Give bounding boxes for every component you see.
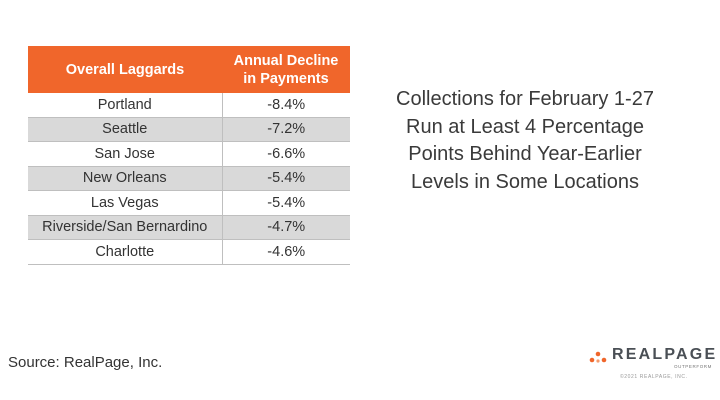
table-row: Portland -8.4%: [28, 93, 350, 118]
city-cell: New Orleans: [28, 166, 223, 191]
header-cell: Annual Decline in Payments: [222, 46, 350, 93]
city-cell: Riverside/San Bernardino: [28, 215, 223, 240]
logo-mark: [589, 351, 607, 363]
city-cell: Seattle: [28, 117, 223, 142]
caption-line: Points Behind Year-Earlier: [408, 143, 642, 165]
header-cell: Overall Laggards: [28, 46, 222, 93]
source-note: Source: RealPage, Inc.: [8, 354, 163, 371]
city-cell: Las Vegas: [28, 190, 223, 216]
table-row: Seattle -7.2%: [28, 117, 350, 142]
decline-cell: -7.2%: [222, 117, 350, 142]
table-row: Riverside/San Bernardino -4.7%: [28, 215, 350, 240]
header-row: Overall Laggards Annual Decline in Payme…: [28, 46, 350, 93]
decline-cell: -5.4%: [222, 190, 350, 216]
laggards-table: Overall Laggards Annual Decline in Payme…: [28, 46, 350, 265]
header-line: in Payments: [243, 70, 329, 87]
logo-copyright: ©2021 REALPAGE, INC.: [620, 374, 688, 380]
caption-line: Levels in Some Locations: [411, 170, 639, 193]
table-row: Las Vegas -5.4%: [28, 190, 350, 216]
decline-cell: -4.7%: [222, 215, 350, 240]
city-cell: San Jose: [28, 141, 223, 167]
decline-cell: -8.4%: [222, 93, 350, 118]
table-row: Charlotte -4.6%: [28, 239, 350, 265]
table-row: San Jose -6.6%: [28, 141, 350, 167]
decline-cell: -6.6%: [222, 141, 350, 167]
caption-line: Run at Least 4 Percentage: [406, 115, 644, 138]
table-row: New Orleans -5.4%: [28, 166, 350, 191]
logo-name: REALPAGE: [612, 346, 718, 363]
city-cell: Charlotte: [28, 239, 223, 265]
decline-cell: -4.6%: [222, 239, 350, 265]
caption-line: Collections for February 1-27: [396, 88, 654, 110]
city-cell: Portland: [28, 93, 223, 118]
decline-cell: -5.4%: [222, 166, 350, 191]
logo-tagline: OUTPERFORM: [674, 364, 712, 369]
side-caption: Collections for February 1-27 Run at Leas…: [365, 86, 685, 196]
table-body: Portland -8.4% Seattle -7.2% San Jose -6.6% Ne…: [28, 93, 350, 265]
header-line: Annual Decline: [233, 52, 339, 69]
